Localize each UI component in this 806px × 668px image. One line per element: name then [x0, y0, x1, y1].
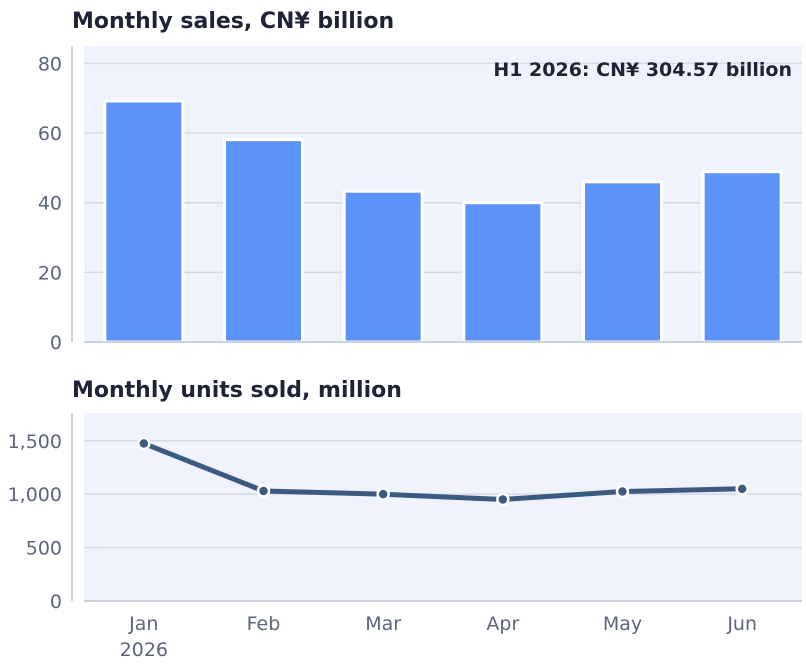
units-point-jan — [137, 436, 151, 451]
units-chart-title: Monthly units sold, million — [72, 378, 402, 403]
units-x-tick-label: Jun — [726, 613, 757, 635]
sales-y-tick-label: 60 — [38, 123, 62, 145]
sales-plot-background — [84, 46, 802, 342]
units-x-tick-labels: Jan 2026 Feb Mar Apr May Jun — [120, 613, 757, 661]
sales-bar-feb — [223, 138, 304, 344]
sales-bar-apr — [462, 201, 544, 344]
units-y-tick-labels: 0 500 1,000 1,500 — [8, 431, 62, 613]
units-y-tick-label: 0 — [50, 591, 62, 613]
units-y-tick-label: 1,000 — [8, 484, 62, 506]
sales-y-tick-label: 20 — [38, 262, 62, 284]
sales-bar-may — [582, 180, 663, 344]
units-x-tick-label: May — [603, 613, 642, 635]
sales-bar-mar — [342, 189, 424, 344]
sales-chart-title: Monthly sales, CN¥ billion — [72, 9, 394, 34]
units-point-apr — [496, 492, 510, 507]
sales-bar-chart: Monthly sales, CN¥ billion 0 20 40 60 80 H1 … — [38, 9, 802, 354]
units-x-tick-label: Feb — [247, 613, 281, 635]
units-point-jun — [735, 482, 749, 496]
units-plot-background — [84, 413, 802, 601]
units-series-markers — [137, 436, 749, 507]
units-x-tick-label: Apr — [486, 613, 519, 635]
units-series-line — [141, 440, 745, 502]
units-point-mar — [376, 487, 390, 501]
sales-bar-jun — [701, 170, 783, 344]
units-y-tick-label: 500 — [26, 538, 62, 560]
units-point-may — [615, 484, 630, 499]
sales-y-tick-labels: 0 20 40 60 80 — [38, 53, 62, 354]
sales-y-tick-label: 80 — [38, 53, 62, 75]
sales-total-annotation: H1 2026: CN¥ 304.57 billion — [493, 59, 792, 81]
sales-gridlines — [84, 62, 802, 274]
sales-y-tick-label: 40 — [38, 193, 62, 215]
units-gridlines — [84, 440, 802, 549]
units-y-tick-label: 1,500 — [8, 431, 62, 453]
units-line-chart: Monthly units sold, million 0 500 1,000 1,5… — [8, 378, 802, 661]
sales-y-tick-label: 0 — [50, 332, 62, 354]
units-x-tick-label: Mar — [365, 613, 401, 635]
units-point-feb — [256, 484, 271, 498]
sales-bar-jan — [103, 99, 185, 344]
units-x-tick-label: Jan 2026 — [120, 613, 168, 661]
